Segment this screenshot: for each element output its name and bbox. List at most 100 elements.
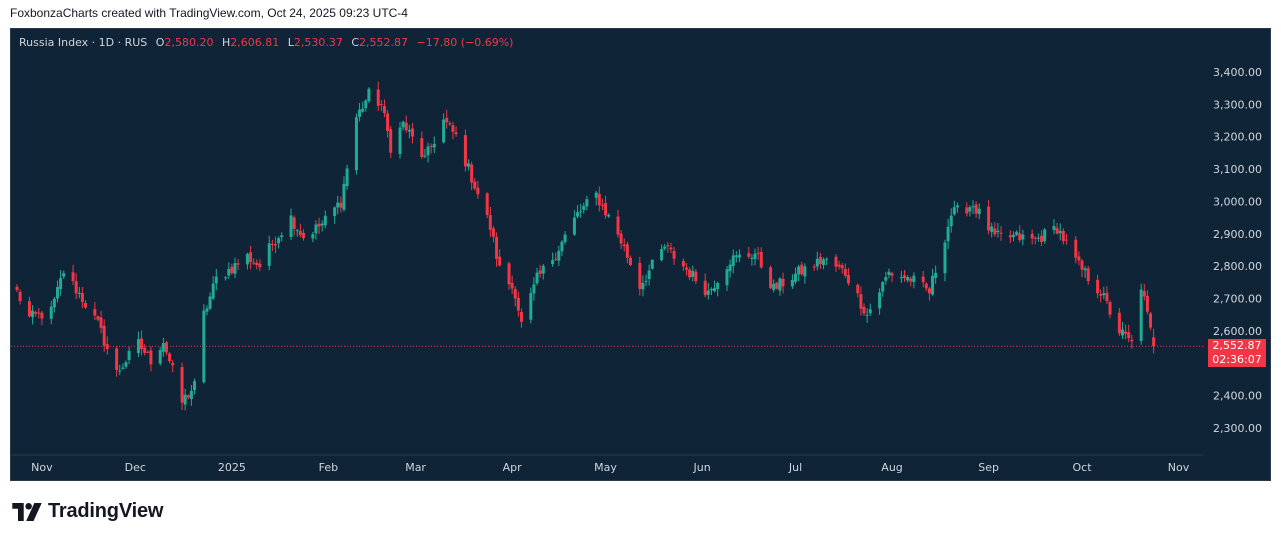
candle-body <box>15 286 19 291</box>
candle-body <box>903 275 907 279</box>
candle-body <box>34 312 38 314</box>
candle-body <box>498 256 502 266</box>
candle-body <box>401 121 405 128</box>
candle-body <box>1120 329 1124 336</box>
x-tick-label: Mar <box>405 461 426 474</box>
candle-body <box>538 270 542 274</box>
candle-body <box>1040 235 1044 242</box>
candle-body <box>1074 239 1078 258</box>
candle-body <box>666 245 670 247</box>
open-value: 2,580.20 <box>164 36 214 49</box>
candle-body <box>345 168 349 187</box>
candle-body <box>1061 230 1065 242</box>
candle-body <box>669 247 673 250</box>
candle-body <box>993 228 997 235</box>
y-tick-label: 2,800.00 <box>1213 260 1262 273</box>
candle-body <box>1077 256 1081 261</box>
candle-body <box>622 244 626 247</box>
candle-body <box>822 259 826 266</box>
candle-body <box>663 246 667 249</box>
candle-body <box>379 104 383 106</box>
candle-body <box>1145 295 1149 312</box>
candle-body <box>703 280 707 296</box>
candle-body <box>407 129 411 132</box>
candle-body <box>759 251 763 268</box>
candle-body <box>423 155 427 157</box>
candle-body <box>298 231 302 236</box>
candle-body <box>186 395 190 398</box>
candle-body <box>336 202 340 208</box>
x-tick-label: Oct <box>1072 461 1092 474</box>
candle-body <box>1080 260 1084 270</box>
candle-body <box>398 127 402 155</box>
candle-body <box>756 252 760 254</box>
brand[interactable]: TradingView <box>12 500 163 523</box>
y-tick-label: 3,100.00 <box>1213 163 1262 176</box>
candle-body <box>906 277 910 281</box>
candle-body <box>725 269 729 286</box>
candle-body <box>996 230 1000 233</box>
candle-body <box>781 278 785 287</box>
candle-body <box>825 258 829 260</box>
candle-body <box>258 263 262 268</box>
candle-body <box>716 282 720 290</box>
candle-body <box>734 255 738 258</box>
candle-body <box>797 266 801 275</box>
candle-body <box>554 258 558 260</box>
x-tick-label: Nov <box>1168 461 1190 474</box>
candle-body <box>161 343 165 352</box>
candle-body <box>470 164 474 183</box>
price-chart[interactable]: 2,300.00 2,400.00 2,600.00 2,700.00 2,800.00… <box>11 29 1270 480</box>
candle-body <box>314 224 318 234</box>
candle-body <box>921 276 925 283</box>
y-tick-label: 3,300.00 <box>1213 98 1262 111</box>
candle-body <box>59 278 63 290</box>
brand-name: TradingView <box>48 500 164 522</box>
candle-body <box>1036 237 1040 239</box>
candle-body <box>386 113 390 131</box>
candle-body <box>803 266 807 277</box>
candle-body <box>245 253 249 265</box>
candle-body <box>491 228 495 237</box>
candle-body <box>955 205 959 208</box>
candle-body <box>404 122 408 131</box>
candle-body <box>432 143 436 148</box>
candle-body <box>772 283 776 290</box>
candle-body <box>769 267 773 289</box>
low-label: L <box>287 36 294 49</box>
candle-body <box>333 207 337 217</box>
candle-body <box>168 353 172 362</box>
candle-body <box>495 236 499 259</box>
candle-body <box>890 273 894 276</box>
candle-body <box>846 274 850 284</box>
candle-body <box>252 262 256 264</box>
candle-body <box>572 217 576 235</box>
chart-panel[interactable]: 2,300.00 2,400.00 2,600.00 2,700.00 2,800.00… <box>10 28 1271 481</box>
candle-body <box>747 253 751 257</box>
candle-body <box>638 262 642 289</box>
candle-body <box>208 296 212 309</box>
candle-body <box>579 211 583 213</box>
candle-body <box>467 163 471 167</box>
high-label: H <box>221 36 231 49</box>
candle-body <box>426 146 430 156</box>
y-tick-label: 2,700.00 <box>1213 293 1262 306</box>
candle-body <box>912 275 916 282</box>
candle-body <box>641 282 645 290</box>
candle-body <box>949 215 953 227</box>
candle-body <box>127 350 131 361</box>
candle-body <box>507 263 511 285</box>
candle-body <box>551 260 555 264</box>
x-tick-label: Jul <box>788 461 802 474</box>
candle-body <box>118 370 122 372</box>
candle-body <box>943 242 947 274</box>
candle-body <box>1149 313 1153 328</box>
y-tick-label: 3,000.00 <box>1213 195 1262 208</box>
candle-body <box>143 347 147 353</box>
candle-body <box>339 202 343 208</box>
candle-body <box>672 250 676 259</box>
change-value: −17.80 (−0.69%) <box>416 36 514 49</box>
candle-body <box>292 217 296 229</box>
candle-body <box>52 298 56 308</box>
candle-body <box>18 291 22 302</box>
